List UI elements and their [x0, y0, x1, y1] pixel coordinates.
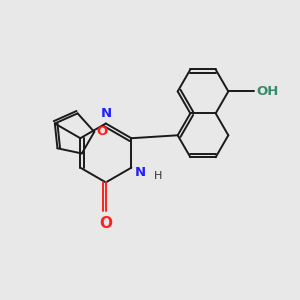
Text: OH: OH	[256, 85, 279, 98]
Text: H: H	[154, 171, 163, 181]
Text: O: O	[99, 216, 112, 231]
Text: N: N	[134, 166, 146, 179]
Text: O: O	[97, 124, 108, 137]
Text: N: N	[100, 107, 111, 120]
